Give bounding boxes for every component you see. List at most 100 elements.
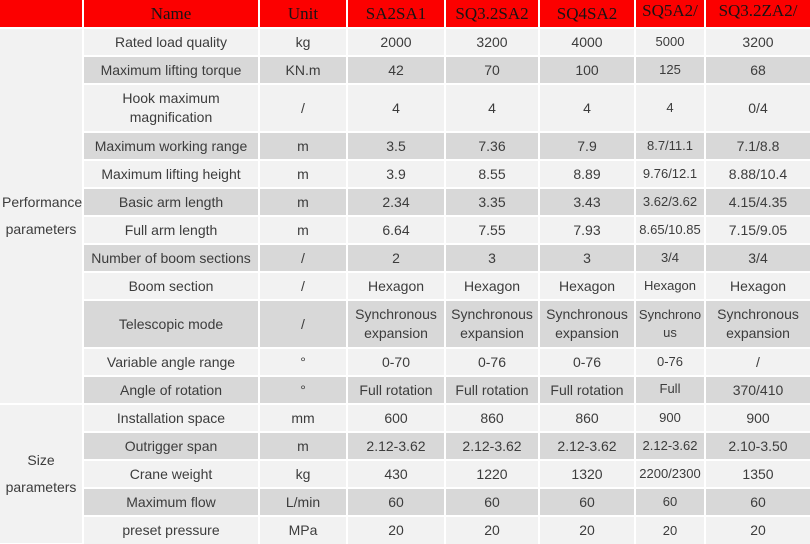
unit-cell: m	[258, 159, 348, 189]
value-cell: 20	[704, 515, 810, 544]
header-model-sq4sa2: SQ4SA2	[538, 0, 636, 29]
table-row: Basic arm length m 2.34 3.35 3.43 3.62/3.62 4.…	[0, 187, 810, 217]
header-model-sq32za2: SQ3.2ZA2/	[704, 0, 810, 29]
row-name-cell: preset pressure	[83, 515, 260, 544]
value-cell: 4.15/4.35	[704, 187, 810, 217]
unit-cell: L/min	[258, 487, 348, 517]
value-cell: 2.12-3.62	[346, 431, 446, 461]
value-cell: 20	[444, 515, 540, 544]
value-cell: 9.76/12.1	[634, 159, 706, 189]
value-cell: 2.34	[346, 187, 446, 217]
group-label: Size parameters	[0, 403, 84, 544]
row-name-cell: Maximum lifting torque	[83, 55, 260, 85]
table-row: Telescopic mode / Synchronous expansion Syn…	[0, 299, 810, 349]
value-cell: 8.89	[538, 159, 636, 189]
value-cell: 7.15/9.05	[704, 215, 810, 245]
value-cell: 4	[444, 83, 540, 133]
value-cell: 4	[538, 83, 636, 133]
value-cell: Hexagon	[634, 271, 706, 301]
value-cell: Synchronous expansion	[538, 299, 636, 349]
value-cell: 2200/2300	[634, 459, 706, 489]
value-cell: 3200	[704, 27, 810, 57]
table-row: Maximum lifting height m 3.9 8.55 8.89 9.76/1…	[0, 159, 810, 189]
value-cell: 3/4	[704, 243, 810, 273]
value-cell: 7.1/8.8	[704, 131, 810, 161]
group-label: Performance parameters	[0, 27, 84, 405]
unit-cell: m	[258, 187, 348, 217]
table-row: Crane weight kg 430 1220 1320 2200/2300 1350	[0, 459, 810, 489]
value-cell: 2.12-3.62	[634, 431, 706, 461]
value-cell: 900	[704, 403, 810, 433]
header-row: Name Unit SA2SA1 SQ3.2SA2 SQ4SA2 SQ5A2/ …	[0, 0, 810, 29]
header-model-sq32sa2: SQ3.2SA2	[444, 0, 540, 29]
table-row: Number of boom sections/2 3 3 3/4 3/4	[0, 243, 810, 273]
value-cell: 8.7/11.1	[634, 131, 706, 161]
value-cell: 3	[538, 243, 636, 273]
value-cell: 3.9	[346, 159, 446, 189]
table-row: Outrigger span m 2.12-3.62 2.12-3.62 2.12-3.…	[0, 431, 810, 461]
value-cell: 370/410	[704, 375, 810, 405]
value-cell: 3200	[444, 27, 540, 57]
row-name-cell: Installation space	[82, 403, 260, 433]
value-cell: 600	[346, 403, 446, 433]
row-name-cell: Rated load quality	[82, 27, 260, 57]
value-cell: 100	[538, 55, 636, 85]
value-cell: 2.10-3.50	[704, 431, 810, 461]
value-cell: 0-76	[538, 347, 636, 377]
table-row: Hook maximum magnification/4 4 4 4 0/4	[0, 83, 810, 133]
value-cell: Hexagon	[444, 271, 540, 301]
table-row: Angle of rotation ° Full rotation Full rota…	[0, 375, 810, 405]
value-cell: 8.55	[444, 159, 540, 189]
table-row: Maximum working range m 3.5 7.36 7.9 8.7/11.1…	[0, 131, 810, 161]
value-cell: 900	[634, 403, 706, 433]
value-cell: 20	[538, 515, 636, 544]
row-name-cell: Angle of rotation	[83, 375, 260, 405]
header-model-sq5a2: SQ5A2/	[634, 0, 706, 29]
value-cell: Hexagon	[704, 271, 810, 301]
unit-cell: kg	[258, 459, 348, 489]
value-cell: Synchronous expansion	[346, 299, 446, 349]
value-cell: 60	[634, 487, 706, 517]
unit-cell: /	[258, 299, 348, 349]
row-name-cell: Hook maximum magnification	[83, 83, 260, 133]
unit-cell: KN.m	[258, 55, 348, 85]
row-name-cell: Variable angle range	[83, 347, 260, 377]
value-cell: 3/4	[634, 243, 706, 273]
value-cell: 60	[444, 487, 540, 517]
table-row: Size parameters Installation space mm 600 86…	[0, 403, 810, 544]
unit-cell: /	[258, 243, 348, 273]
value-cell: 0-70	[346, 347, 446, 377]
row-name-cell: Maximum lifting height	[83, 159, 260, 189]
value-cell: Full	[634, 375, 706, 405]
value-cell: Full rotation	[444, 375, 540, 405]
value-cell: 3.62/3.62	[634, 187, 706, 217]
unit-cell: m	[258, 131, 348, 161]
value-cell: 1220	[444, 459, 540, 489]
value-cell: 42	[346, 55, 446, 85]
row-name-cell: Crane weight	[83, 459, 260, 489]
row-name-cell: Basic arm length	[83, 187, 260, 217]
value-cell: 20	[346, 515, 446, 544]
unit-cell: °	[258, 347, 348, 377]
value-cell: 60	[538, 487, 636, 517]
value-cell: 8.88/10.4	[704, 159, 810, 189]
value-cell: 3	[444, 243, 540, 273]
value-cell: Hexagon	[538, 271, 636, 301]
table-header: Name Unit SA2SA1 SQ3.2SA2 SQ4SA2 SQ5A2/ …	[0, 0, 810, 29]
value-cell: Hexagon	[346, 271, 446, 301]
value-cell: 3.35	[444, 187, 540, 217]
value-cell: 7.36	[444, 131, 540, 161]
unit-cell: m	[258, 431, 348, 461]
value-cell: 20	[634, 515, 706, 544]
value-cell: Synchronous expansion	[444, 299, 540, 349]
table-row: preset pressure MPa 20 20 20 20 20	[0, 515, 810, 544]
row-name-cell: Maximum working range	[83, 131, 260, 161]
value-cell: 3.5	[346, 131, 446, 161]
value-cell: 70	[444, 55, 540, 85]
value-cell: 860	[444, 403, 540, 433]
value-cell: 4	[346, 83, 446, 133]
value-cell: 430	[346, 459, 446, 489]
value-cell: 3.43	[538, 187, 636, 217]
value-cell: 60	[346, 487, 446, 517]
